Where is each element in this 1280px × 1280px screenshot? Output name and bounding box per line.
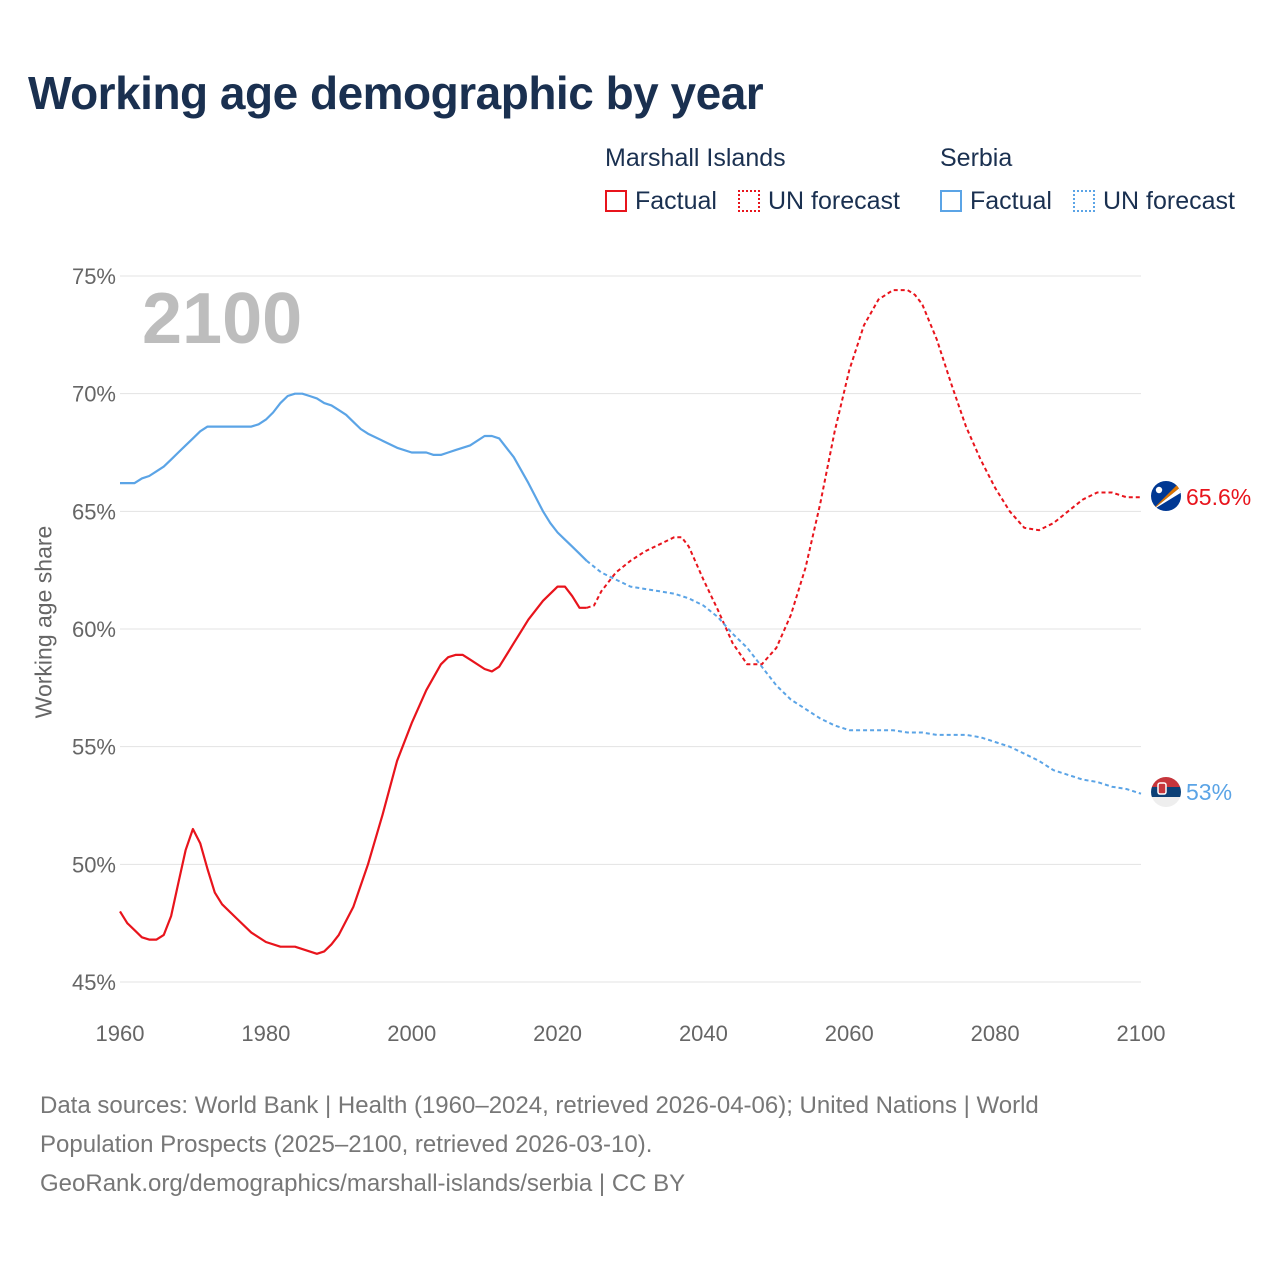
legend-group-marshall-islands: Marshall Islands — [605, 144, 786, 172]
footer-line-2: Population Prospects (2025–2100, retriev… — [40, 1131, 653, 1158]
x-tick-label: 2020 — [533, 1021, 582, 1046]
legend-item-serbia-factual[interactable]: Factual — [940, 186, 1052, 216]
x-tick-label: 2060 — [825, 1021, 874, 1046]
legend-item-marshall-islands-forecast[interactable]: UN forecast — [738, 186, 900, 216]
y-tick-label: 70% — [72, 382, 116, 407]
grid-lines — [120, 275, 1141, 983]
series-lines — [119, 289, 1142, 955]
y-tick-label: 55% — [72, 735, 116, 760]
legend-label: Factual — [635, 186, 717, 215]
y-tick-label: 60% — [72, 617, 116, 642]
y-tick-label: 75% — [72, 264, 116, 289]
chart-title: Working age demographic by year — [28, 67, 764, 119]
legend-swatch-solid-red — [605, 190, 627, 212]
marshall-islands-forecast-line — [586, 289, 1141, 666]
y-axis-ticks: 45% 50% 55% 60% 65% 70% 75% — [72, 264, 116, 995]
year-overlay: 2100 — [142, 279, 302, 359]
serbia-end-label: 53% — [1186, 779, 1232, 805]
legend-swatch-dotted-blue — [1073, 190, 1095, 212]
legend-label: Factual — [970, 186, 1052, 215]
marshall-islands-factual-line — [119, 585, 587, 955]
line-chart: 45% 50% 55% 60% 65% 70% 75% 1960 1980 2000 2020 20… — [72, 264, 1251, 1046]
x-tick-label: 2100 — [1117, 1021, 1166, 1046]
legend-group-serbia: Serbia — [940, 144, 1013, 172]
y-tick-label: 50% — [72, 852, 116, 877]
y-tick-label: 65% — [72, 499, 116, 524]
legend-label: UN forecast — [1103, 186, 1235, 215]
footer-line-1: Data sources: World Bank | Health (1960–… — [40, 1092, 1039, 1119]
serbia-factual-line — [120, 392, 588, 562]
legend-item-marshall-islands-factual[interactable]: Factual — [605, 186, 717, 216]
legend-swatch-solid-blue — [940, 190, 962, 212]
legend-item-serbia-forecast[interactable]: UN forecast — [1073, 186, 1235, 216]
serbia-flag-icon — [1151, 777, 1181, 807]
legend-label: UN forecast — [768, 186, 900, 215]
x-tick-label: 1960 — [96, 1021, 145, 1046]
footer-line-3: GeoRank.org/demographics/marshall-island… — [40, 1170, 686, 1197]
x-tick-label: 2040 — [679, 1021, 728, 1046]
serbia-forecast-line — [586, 560, 1142, 795]
x-axis-ticks: 1960 1980 2000 2020 2040 2060 2080 2100 — [96, 1021, 1166, 1046]
x-tick-label: 2000 — [387, 1021, 436, 1046]
footer-sources: Data sources: World Bank | Health (1960–… — [40, 1086, 1220, 1203]
x-tick-label: 1980 — [241, 1021, 290, 1046]
marshall-islands-end-label: 65.6% — [1186, 484, 1251, 510]
marshall-islands-flag-icon — [1151, 481, 1181, 511]
x-tick-label: 2080 — [971, 1021, 1020, 1046]
y-tick-label: 45% — [72, 970, 116, 995]
legend-swatch-dotted-red — [738, 190, 760, 212]
